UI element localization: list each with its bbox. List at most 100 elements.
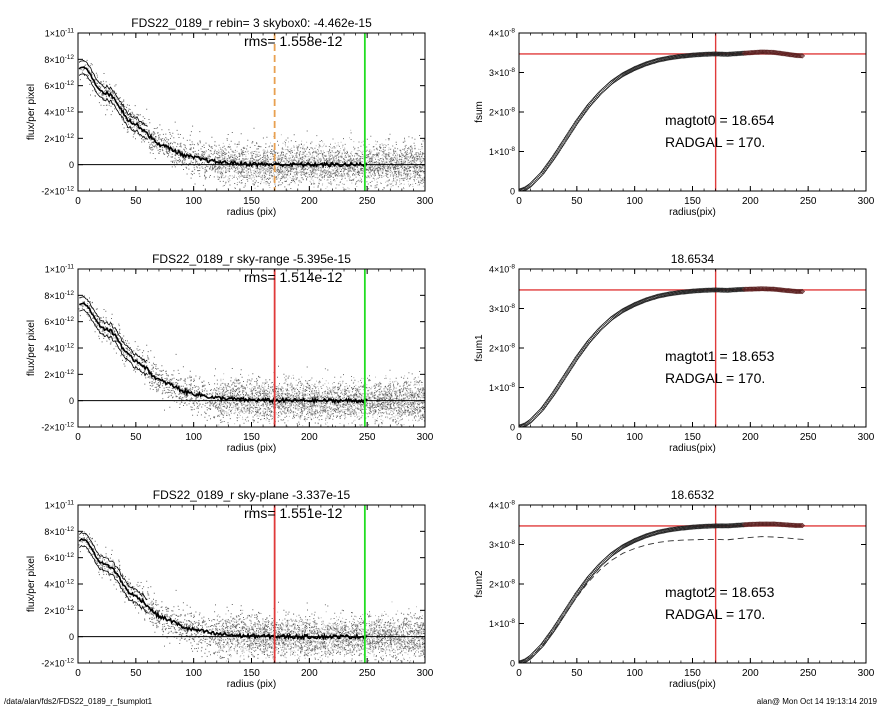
data-point — [744, 50, 750, 56]
x-tick-label: 0 — [75, 432, 81, 443]
data-point — [750, 49, 756, 56]
data-point — [622, 70, 629, 76]
y-axis: 4×10-8 3×10-8 2×10-8 1×10-8 0 fsum2 — [474, 500, 866, 669]
plot-area — [519, 269, 866, 427]
data-point — [797, 53, 803, 59]
data-point — [743, 50, 749, 56]
chart-title: 18.6532 — [671, 488, 715, 502]
data-point — [724, 51, 730, 57]
data-point — [638, 63, 645, 69]
x-tick-label: 50 — [130, 432, 142, 443]
chart-title: FDS22_0189_r rebin= 3 skybox0: -4.462e-1… — [131, 16, 372, 30]
data-point — [788, 522, 794, 528]
data-point — [775, 521, 781, 527]
data-point — [733, 522, 740, 528]
data-point — [689, 52, 696, 58]
data-point — [681, 289, 688, 295]
series-0-markers — [519, 521, 806, 663]
x-axis-label: radius(pix) — [669, 207, 716, 218]
data-point — [785, 51, 792, 58]
data-point — [634, 64, 640, 71]
data-point — [685, 524, 691, 531]
data-point — [726, 51, 733, 57]
data-point — [696, 288, 703, 294]
data-point — [783, 51, 789, 57]
y-tick-label: 4×10-8 — [489, 28, 515, 39]
data-point — [782, 287, 788, 293]
data-point — [623, 306, 630, 312]
data-point — [769, 286, 775, 292]
data-point — [725, 51, 731, 57]
x-tick-label: 50 — [571, 668, 583, 679]
x-tick-label: 200 — [742, 196, 759, 207]
data-point — [623, 542, 630, 548]
data-point — [699, 523, 705, 530]
data-point — [620, 307, 626, 314]
x-axis-label: radius(pix) — [669, 443, 716, 454]
data-point — [630, 302, 637, 308]
data-point — [635, 300, 641, 306]
data-point — [686, 524, 692, 531]
x-tick-label: 300 — [417, 196, 434, 207]
data-point — [745, 521, 751, 528]
x-tick-label: 100 — [185, 668, 202, 679]
data-point — [790, 288, 796, 294]
y-tick-label: 1×10-11 — [45, 28, 75, 39]
data-point — [784, 522, 790, 528]
data-point — [773, 521, 779, 527]
series-1-line — [519, 536, 804, 663]
data-point — [519, 187, 526, 191]
rms-annotation: rms= 1.551e-12 — [244, 505, 343, 521]
y-tick-label: 1×10-8 — [489, 382, 515, 393]
y-tick-label: 4×10-8 — [489, 264, 515, 275]
y-tick-label: 0 — [69, 632, 74, 642]
y-tick-label: -2×10-12 — [41, 658, 74, 669]
y-tick-label: 2×10-8 — [489, 343, 515, 354]
data-point — [734, 50, 741, 57]
data-point — [699, 287, 705, 294]
y-tick-label: 8×10-12 — [44, 526, 74, 537]
data-point — [725, 287, 731, 293]
data-point — [775, 286, 781, 293]
data-point — [696, 52, 703, 58]
data-point — [687, 524, 693, 530]
data-point — [669, 54, 675, 61]
data-point — [688, 288, 694, 294]
x-tick-label: 150 — [684, 668, 701, 679]
data-point — [629, 303, 635, 309]
data-point — [691, 288, 697, 294]
data-point — [635, 64, 641, 70]
data-point — [672, 290, 678, 296]
plot-frame — [77, 32, 426, 192]
x-tick-label: 250 — [800, 432, 817, 443]
data-point — [751, 49, 757, 56]
data-point — [686, 52, 692, 59]
data-point — [740, 522, 747, 528]
data-point — [670, 290, 676, 297]
x-tick-label: 100 — [626, 668, 643, 679]
data-point — [784, 287, 790, 294]
data-point — [687, 288, 693, 294]
data-point — [737, 50, 743, 57]
y-tick-label: 8×10-12 — [44, 290, 74, 301]
y-tick-label: 4×10-12 — [44, 343, 74, 354]
y-tick-label: 2×10-12 — [44, 369, 74, 380]
data-point — [692, 524, 698, 530]
profile-mean-line — [78, 537, 368, 641]
chart-p5: magtot1 = 18.653 RADGAL = 170. 0 50 100 150 20… — [474, 252, 875, 454]
data-point — [799, 288, 806, 295]
data-point — [691, 524, 697, 530]
x-tick-label: 300 — [417, 432, 434, 443]
data-point — [694, 52, 700, 58]
data-point — [637, 63, 644, 69]
plot-area — [78, 33, 425, 191]
scatter-points-inner — [79, 59, 425, 191]
x-tick-label: 0 — [516, 668, 522, 679]
data-point — [776, 50, 782, 56]
data-point — [782, 51, 788, 57]
data-point — [728, 523, 734, 529]
data-point — [630, 66, 637, 72]
data-point — [667, 527, 674, 533]
y-tick-label: 4×10-12 — [44, 579, 74, 590]
